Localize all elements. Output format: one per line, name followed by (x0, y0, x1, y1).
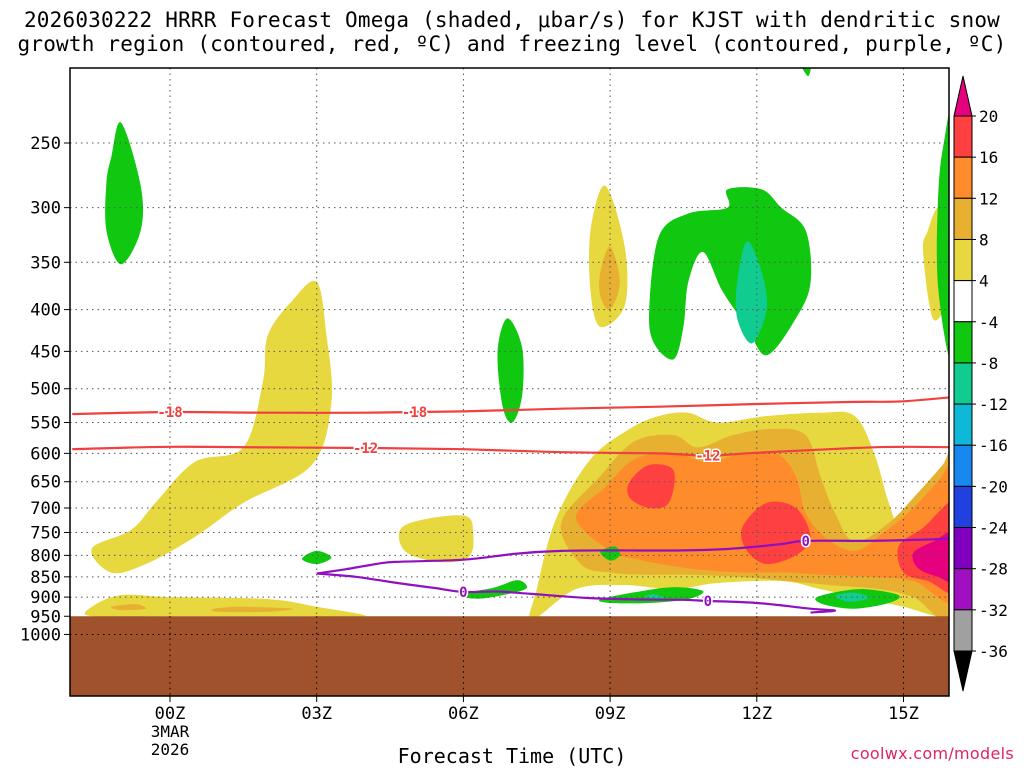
x-tick-label-00Z: 00Z (155, 704, 186, 724)
ground-layer (70, 616, 949, 696)
y-tick-label-800: 800 (30, 546, 61, 566)
omega-region--4-23 (458, 580, 528, 599)
colorbar-label-7: -12 (979, 395, 1008, 414)
omega-region--4-17 (497, 318, 524, 423)
ground-fill (70, 616, 949, 696)
colorbar-label-9: -20 (979, 477, 1008, 496)
colorbar-label-3: 8 (979, 230, 989, 249)
omega-region--4-20 (936, 111, 949, 359)
y-tick-label-850: 850 (30, 568, 61, 588)
y-tick-label-700: 700 (30, 499, 61, 519)
colorbar-label-11: -28 (979, 560, 1008, 579)
plot-frame (69, 67, 950, 697)
omega-region-20-15 (912, 531, 949, 583)
colorbar-bin-9 (953, 444, 973, 487)
colorbar-bin-6 (953, 321, 973, 364)
omega-region-4-4 (398, 515, 474, 563)
y-tick-label-600: 600 (30, 444, 61, 464)
colorbar-label-6: -8 (979, 354, 998, 373)
omega-region-4-1 (84, 594, 366, 617)
colorbar-label-5: -4 (979, 313, 998, 332)
colorbar-bin-13 (953, 609, 973, 652)
contour-line-0-lower (316, 572, 837, 614)
y-tick-label-900: 900 (30, 588, 61, 608)
chart-title-line-1: 2026030222 HRRR Forecast Omega (shaded, … (23, 8, 1001, 32)
y-tick-label-650: 650 (30, 473, 61, 493)
colorbar-bin-5 (953, 280, 973, 323)
contour-label--12-1: -12 (695, 449, 720, 465)
contour-line--12 (72, 445, 949, 457)
colorbar: 20 16 12 8 4 -4 -8 -12 -16 -20 -24 -28 -32 -36 (953, 75, 1008, 692)
x-tick-label-12Z: 12Z (741, 704, 772, 724)
chart-title-line-2: growth region (contoured, red, ºC) and f… (17, 32, 1007, 56)
y-tick-label-950: 950 (30, 607, 61, 627)
contour-label--12-0: -12 (353, 441, 378, 457)
contour-layer: -18 -18 -12 -12 0 0 0 (72, 396, 949, 614)
omega-region--4-18 (649, 187, 812, 360)
contour-label-0-lower-1: 0 (704, 594, 712, 610)
colorbar-top-arrow (953, 75, 973, 117)
colorbar-label-1: 16 (979, 148, 998, 167)
colorbar-label-2: 12 (979, 189, 998, 208)
omega-region--8-19 (735, 241, 768, 344)
colorbar-label-0: 20 (979, 107, 998, 126)
colorbar-bin-12 (953, 568, 973, 611)
colorbar-bin-2 (953, 156, 973, 199)
site-credit[interactable]: coolwx.com/models (850, 744, 1014, 763)
y-tick-label-450: 450 (30, 342, 61, 362)
y-tick-label-500: 500 (30, 380, 61, 400)
y-tick-label-550: 550 (30, 414, 61, 434)
colorbar-label-8: -16 (979, 436, 1008, 455)
colorbar-label-13: -36 (979, 642, 1008, 661)
contour-line--18 (72, 396, 949, 416)
contour-label--18-1: -18 (402, 405, 427, 421)
colorbar-bin-1 (953, 115, 973, 158)
omega-region-4-0 (91, 280, 333, 574)
x-tick-label-09Z: 09Z (595, 704, 626, 724)
y-tick-label-1000: 1000 (20, 625, 61, 645)
contour-label-0-upper-0: 0 (801, 534, 809, 550)
contour-line-0-upper (316, 537, 949, 575)
axes-layer: 2503003504004505005506006507007508008509… (20, 67, 950, 759)
x-tick-label-03Z: 03Z (301, 704, 332, 724)
omega-shading-layer (84, 68, 949, 625)
omega-region--4-28 (802, 68, 811, 77)
grid-layer (70, 68, 949, 617)
omega-region-16-12 (627, 464, 675, 509)
y-tick-label-350: 350 (30, 253, 61, 273)
x-tick-label-06Z: 06Z (448, 704, 479, 724)
y-tick-label-400: 400 (30, 301, 61, 321)
colorbar-label-10: -24 (979, 519, 1008, 538)
x-tick-sublabel-1: 2026 (151, 740, 190, 759)
x-tick-label-15Z: 15Z (888, 704, 919, 724)
y-tick-label-250: 250 (30, 134, 61, 154)
omega-region-8-3 (211, 606, 293, 613)
contour-label--18-0: -18 (157, 405, 182, 421)
omega-region--4-16 (105, 122, 144, 265)
colorbar-bin-8 (953, 403, 973, 446)
omega-region-8-2 (110, 604, 147, 611)
colorbar-label-12: -32 (979, 601, 1008, 620)
x-axis-title: Forecast Time (UTC) (397, 744, 627, 768)
y-tick-label-750: 750 (30, 523, 61, 543)
colorbar-bin-4 (953, 238, 973, 282)
colorbar-bottom-arrow (953, 650, 973, 692)
contour-label-0-lower-0: 0 (459, 585, 467, 601)
omega-region-16-13 (740, 501, 811, 565)
colorbar-bin-10 (953, 485, 973, 529)
colorbar-bin-7 (953, 362, 973, 405)
colorbar-label-4: 4 (979, 272, 989, 291)
x-tick-sublabel-0: 3MAR (151, 722, 190, 741)
y-tick-label-300: 300 (30, 199, 61, 219)
colorbar-bin-11 (953, 527, 973, 570)
colorbar-bin-3 (953, 197, 973, 240)
